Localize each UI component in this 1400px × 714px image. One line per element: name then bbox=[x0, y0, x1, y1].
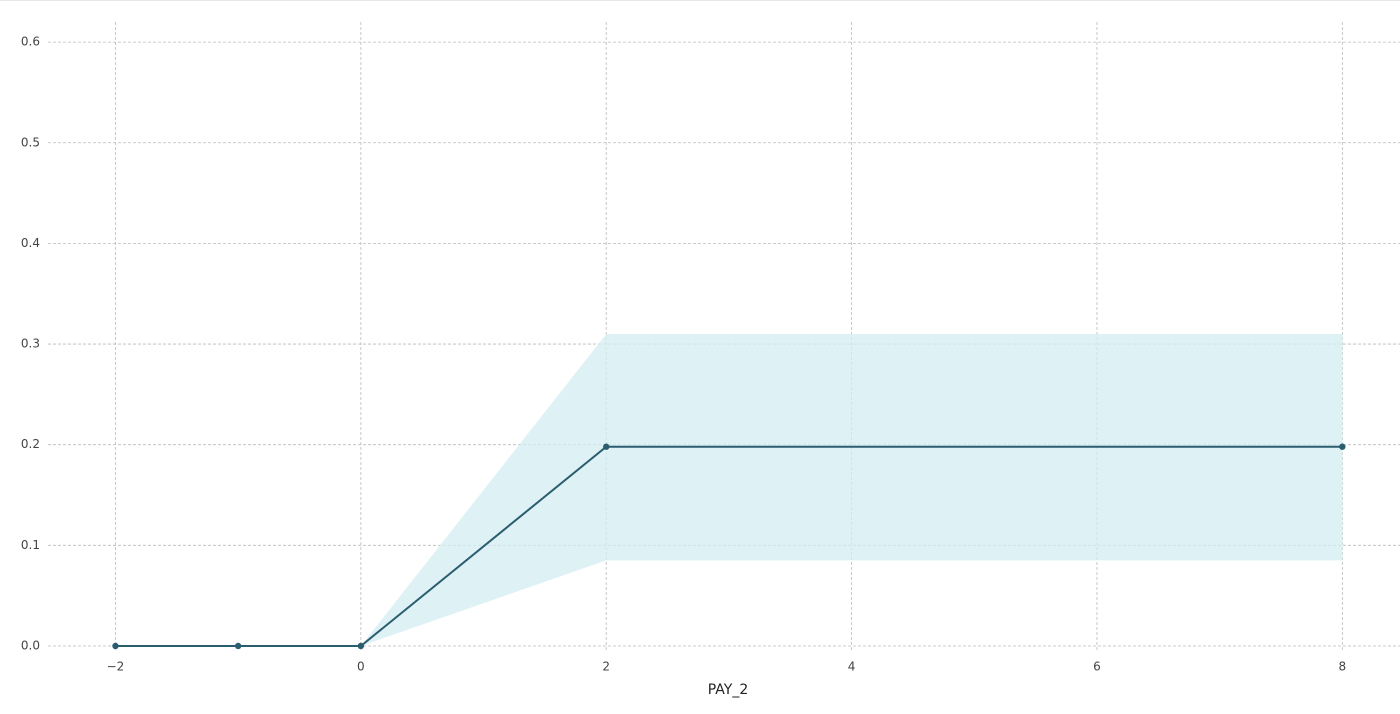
point bbox=[234, 642, 242, 650]
y-tick-label: 0.1 bbox=[21, 538, 40, 552]
x-tick-label: 0 bbox=[357, 660, 365, 674]
y-tick-label: 0.5 bbox=[21, 135, 40, 149]
confidence-band bbox=[115, 333, 1343, 646]
y-tick-label: 0.2 bbox=[21, 437, 40, 451]
x-tick-label: −2 bbox=[107, 660, 125, 674]
point bbox=[1339, 443, 1346, 450]
x-tick-label: 8 bbox=[1339, 660, 1347, 674]
point bbox=[603, 443, 610, 450]
x-tick-label: 2 bbox=[602, 660, 610, 674]
y-tick-label: 0.6 bbox=[21, 35, 40, 49]
point bbox=[112, 642, 119, 650]
y-tick-label: 0.4 bbox=[21, 236, 40, 250]
y-tick-label: 0.3 bbox=[21, 337, 40, 351]
x-axis-label: PAY_2 bbox=[708, 682, 749, 698]
y-tick-label: 0.0 bbox=[21, 638, 40, 652]
x-tick-label: 4 bbox=[848, 660, 856, 674]
x-tick-label: 6 bbox=[1093, 660, 1101, 674]
point bbox=[357, 642, 365, 650]
